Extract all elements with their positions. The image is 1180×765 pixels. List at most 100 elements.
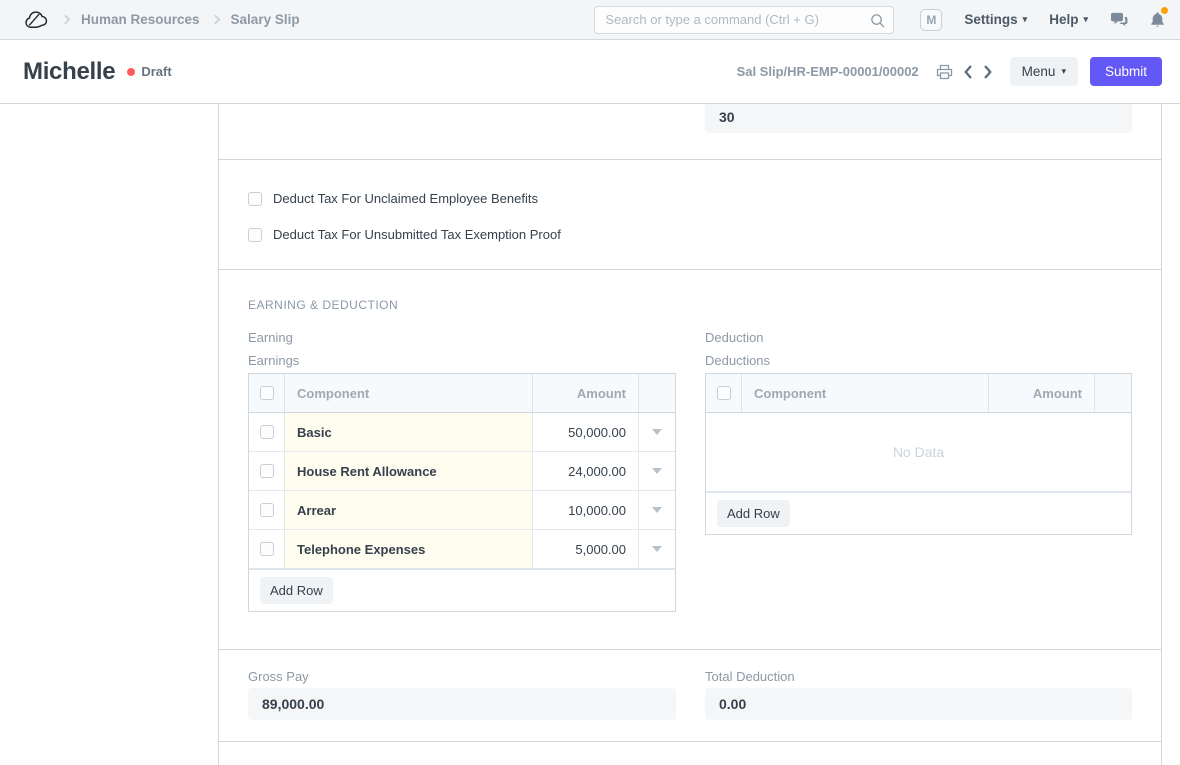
search-input[interactable]	[594, 5, 895, 34]
row-expand-toggle[interactable]	[638, 491, 675, 529]
deductions-table-header: Component Amount	[706, 374, 1131, 413]
section-totals: Gross Pay 89,000.00 Total Deduction 0.00	[219, 650, 1161, 742]
breadcrumb: Human Resources Salary Slip	[60, 12, 312, 27]
row-expand-toggle[interactable]	[638, 452, 675, 490]
section-next	[219, 742, 1161, 765]
no-data-text: No Data	[892, 444, 945, 460]
document-id: Sal Slip/HR-EMP-00001/00002	[736, 64, 919, 79]
earnings-table-header: Component Amount	[249, 374, 675, 413]
chevron-down-icon: ▾	[1061, 66, 1066, 76]
avatar[interactable]: M	[920, 8, 943, 31]
checkbox[interactable]	[248, 227, 262, 242]
row-checkbox[interactable]	[259, 503, 274, 517]
table-row: Basic 50,000.00	[249, 413, 675, 452]
notifications-bell-icon[interactable]	[1150, 7, 1168, 28]
deduction-column: Deduction Deductions Component Amount No…	[705, 330, 1132, 535]
deductions-grid-label: Deductions	[705, 353, 771, 368]
checkbox-row-unsubmitted-proof[interactable]: Deduct Tax For Unsubmitted Tax Exemption…	[248, 227, 1161, 242]
app-logo-icon[interactable]	[24, 10, 48, 30]
component-cell[interactable]: Telephone Expenses	[285, 530, 532, 568]
gross-pay-value: 89,000.00	[248, 688, 676, 720]
row-checkbox[interactable]	[259, 542, 274, 556]
breadcrumb-chevron-icon	[60, 14, 71, 25]
prev-document-chevron-icon[interactable]	[963, 65, 973, 79]
deductions-table: Component Amount No Data Add Row	[705, 373, 1132, 535]
earnings-table-footer: Add Row	[249, 569, 675, 611]
row-expand-toggle[interactable]	[638, 530, 675, 568]
settings-label: Settings	[964, 12, 1018, 27]
chevron-down-icon	[652, 546, 662, 552]
page-actions: Sal Slip/HR-EMP-00001/00002 Menu ▾ Submi…	[737, 57, 1162, 86]
search-icon	[870, 13, 885, 33]
deduction-column-label: Deduction	[705, 330, 764, 345]
section-payment-days: 30	[219, 104, 1161, 160]
status-badge: Draft	[127, 64, 172, 79]
submit-button[interactable]: Submit	[1089, 57, 1162, 86]
breadcrumb-chevron-icon	[210, 14, 220, 25]
earning-column: Earning Earnings Component Amount Basic …	[248, 330, 676, 612]
component-cell[interactable]: Arrear	[285, 491, 532, 529]
page-body: 30 Deduct Tax For Unclaimed Employee Ben…	[0, 104, 1180, 765]
table-row: Telephone Expenses 5,000.00	[249, 530, 675, 569]
component-column-header: Component	[754, 385, 827, 401]
breadcrumb-human-resources[interactable]: Human Resources	[81, 12, 200, 27]
page-title: Michelle	[23, 57, 116, 85]
section-tax-options: Deduct Tax For Unclaimed Employee Benefi…	[219, 160, 1161, 270]
total-deduction-label: Total Deduction	[705, 669, 795, 684]
chevron-down-icon: ▾	[1083, 14, 1088, 24]
amount-cell[interactable]: 24,000.00	[532, 452, 638, 490]
earnings-grid-label: Earnings	[248, 353, 300, 368]
select-all-checkbox[interactable]	[259, 386, 274, 400]
menu-button-label: Menu	[1021, 64, 1056, 79]
row-checkbox[interactable]	[259, 464, 274, 478]
add-row-button[interactable]: Add Row	[260, 577, 333, 604]
chevron-down-icon	[652, 429, 662, 435]
amount-cell[interactable]: 5,000.00	[532, 530, 638, 568]
chat-icon[interactable]	[1110, 12, 1128, 28]
print-icon[interactable]	[936, 64, 953, 80]
navbar: Human Resources Salary Slip M Settings ▾…	[0, 0, 1180, 40]
chevron-down-icon	[652, 468, 662, 474]
menu-button[interactable]: Menu ▾	[1009, 57, 1078, 86]
section-heading: EARNING & DEDUCTION	[248, 298, 399, 312]
amount-cell[interactable]: 10,000.00	[532, 491, 638, 529]
chevron-down-icon: ▾	[1022, 14, 1028, 24]
global-search	[594, 5, 895, 34]
salary-slip-form: 30 Deduct Tax For Unclaimed Employee Ben…	[218, 104, 1162, 765]
help-label: Help	[1049, 12, 1079, 27]
settings-menu[interactable]: Settings ▾	[964, 12, 1027, 27]
next-document-chevron-icon[interactable]	[983, 65, 993, 79]
gross-pay-label: Gross Pay	[248, 669, 309, 684]
payment-days-field: 30	[705, 104, 1132, 133]
amount-cell[interactable]: 50,000.00	[532, 413, 638, 451]
draft-indicator-dot	[127, 67, 136, 76]
add-row-button[interactable]: Add Row	[717, 500, 790, 527]
checkbox-label: Deduct Tax For Unsubmitted Tax Exemption…	[273, 227, 561, 242]
page-head: Michelle Draft Sal Slip/HR-EMP-00001/000…	[0, 40, 1180, 104]
component-cell[interactable]: Basic	[285, 413, 532, 451]
status-label: Draft	[141, 64, 172, 79]
deductions-table-footer: Add Row	[706, 492, 1131, 534]
breadcrumb-salary-slip[interactable]: Salary Slip	[230, 12, 300, 27]
navbar-right: M Settings ▾ Help ▾	[920, 7, 1168, 31]
row-checkbox[interactable]	[259, 425, 274, 439]
checkbox-row-unclaimed-benefits[interactable]: Deduct Tax For Unclaimed Employee Benefi…	[248, 191, 1161, 206]
checkbox[interactable]	[248, 191, 262, 206]
table-row: Arrear 10,000.00	[249, 491, 675, 530]
checkbox-label: Deduct Tax For Unclaimed Employee Benefi…	[273, 191, 538, 206]
amount-column-header: Amount	[532, 374, 638, 412]
help-menu[interactable]: Help ▾	[1049, 12, 1088, 27]
deductions-empty-state: No Data	[706, 413, 1131, 492]
section-earning-deduction: EARNING & DEDUCTION Earning Earnings Com…	[219, 270, 1161, 650]
select-all-checkbox[interactable]	[716, 386, 731, 400]
earning-column-label: Earning	[248, 330, 293, 345]
row-expand-toggle[interactable]	[638, 413, 675, 451]
amount-column-header: Amount	[988, 374, 1094, 412]
earnings-table: Component Amount Basic 50,000.00 House R…	[248, 373, 676, 612]
component-cell[interactable]: House Rent Allowance	[285, 452, 532, 490]
component-column-header: Component	[297, 385, 370, 401]
total-deduction-value: 0.00	[705, 688, 1132, 720]
notification-dot	[1161, 7, 1168, 14]
table-row: House Rent Allowance 24,000.00	[249, 452, 675, 491]
chevron-down-icon	[652, 507, 662, 513]
